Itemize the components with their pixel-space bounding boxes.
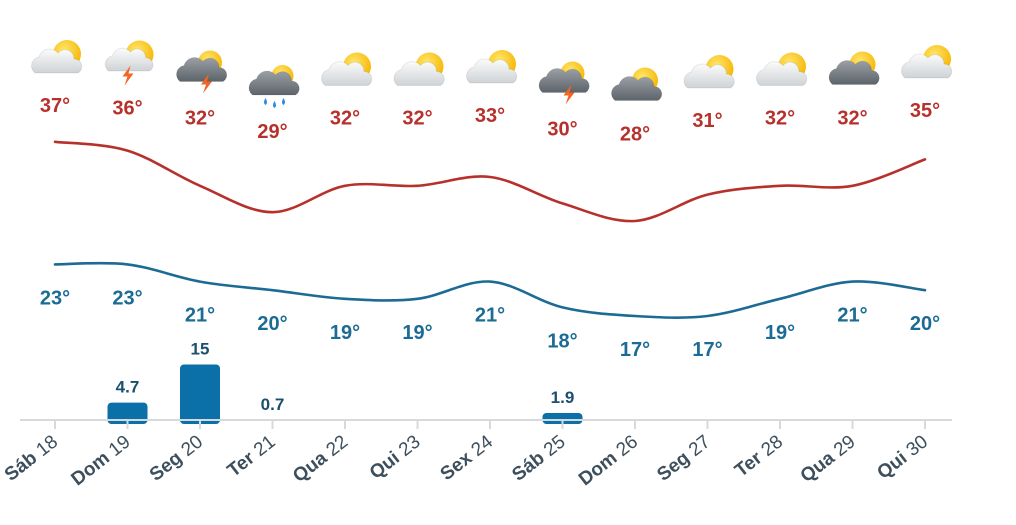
- min-temp-label: 23°: [112, 287, 142, 309]
- x-tick-label: Qua 29: [797, 431, 860, 487]
- partly-cloudy-icon: [466, 50, 518, 84]
- thunderstorm-sun-icon: [104, 40, 154, 86]
- min-temp-label: 21°: [475, 305, 505, 327]
- partly-cloudy-icon: [683, 55, 735, 89]
- max-temp-label: 30°: [547, 119, 577, 141]
- dark-cloud-sun-icon: [828, 51, 880, 85]
- min-temperature-line: [53, 261, 927, 319]
- precipitation-bar: [107, 402, 148, 424]
- max-temp-label: 32°: [330, 108, 360, 130]
- x-tick-label: Qui 23: [366, 431, 425, 483]
- precipitation-label: 0.7: [261, 395, 285, 414]
- min-temp-label: 18°: [547, 330, 577, 352]
- max-temp-label: 37°: [40, 95, 70, 117]
- precipitation-bar: [180, 364, 220, 424]
- x-tick-label: Sex 24: [437, 431, 498, 485]
- max-temp-label: 33°: [475, 105, 505, 127]
- x-tick-label: Qua 22: [289, 431, 352, 487]
- min-temp-label: 21°: [837, 305, 867, 327]
- max-temp-label: 32°: [837, 108, 867, 130]
- partly-cloudy-icon: [901, 45, 953, 79]
- x-tick-label: Ter 21: [224, 431, 280, 481]
- partly-cloudy-icon: [756, 52, 808, 86]
- x-tick-label: Sáb 18: [1, 431, 62, 485]
- max-temperature-line: [53, 140, 927, 223]
- max-temp-label: 32°: [402, 108, 432, 130]
- max-temp-label: 29°: [257, 121, 287, 143]
- x-tick-label: Dom 26: [575, 431, 642, 490]
- partly-cloudy-icon: [321, 52, 373, 86]
- min-temp-label: 17°: [692, 339, 722, 361]
- x-tick-label: Sáb 25: [508, 431, 569, 485]
- x-tick-label: Ter 28: [731, 431, 787, 481]
- min-temp-label: 19°: [402, 322, 432, 344]
- x-tick-label: Dom 19: [68, 431, 135, 490]
- thunderstorm-cloud-icon: [538, 61, 590, 105]
- partly-cloudy-icon: [31, 40, 83, 74]
- max-temp-label: 32°: [185, 108, 215, 130]
- min-temp-label: 20°: [910, 313, 940, 335]
- min-temp-label: 19°: [765, 322, 795, 344]
- max-temp-label: 31°: [692, 110, 722, 132]
- x-tick-label: Seg 27: [653, 431, 714, 485]
- precipitation-label: 15: [191, 340, 210, 359]
- max-temp-label: 35°: [910, 100, 940, 122]
- thunderstorm-cloud-icon: [176, 50, 228, 94]
- max-temp-label: 32°: [765, 108, 795, 130]
- min-temp-label: 20°: [257, 313, 287, 335]
- temperature-curves: [53, 140, 927, 319]
- precipitation-label: 4.7: [116, 378, 140, 397]
- x-tick-label: Seg 20: [146, 431, 207, 485]
- x-axis: Sáb 18 Dom 19 Seg 20 Ter 21 Qua 22 Qui 23 Sex …: [1, 419, 952, 490]
- max-temp-label: 36°: [112, 98, 142, 120]
- precipitation-bars: [107, 364, 583, 424]
- rain-cloud-icon: [248, 65, 300, 108]
- partly-cloudy-icon: [393, 52, 445, 86]
- value-labels: 37° 36° 32° 29° 32° 32° 33° 30° 28° 31° 32° 32° 35° 2…: [40, 95, 940, 414]
- min-temp-label: 23°: [40, 287, 70, 309]
- min-temp-label: 21°: [185, 305, 215, 327]
- weather-icons: [31, 40, 953, 108]
- dark-cloud-sun-icon: [611, 67, 663, 101]
- x-tick-label: Qui 30: [873, 431, 932, 483]
- max-temp-label: 28°: [620, 124, 650, 146]
- min-temp-label: 17°: [620, 339, 650, 361]
- precipitation-label: 1.9: [551, 388, 575, 407]
- min-temp-label: 19°: [330, 322, 360, 344]
- precipitation-bar: [542, 412, 583, 424]
